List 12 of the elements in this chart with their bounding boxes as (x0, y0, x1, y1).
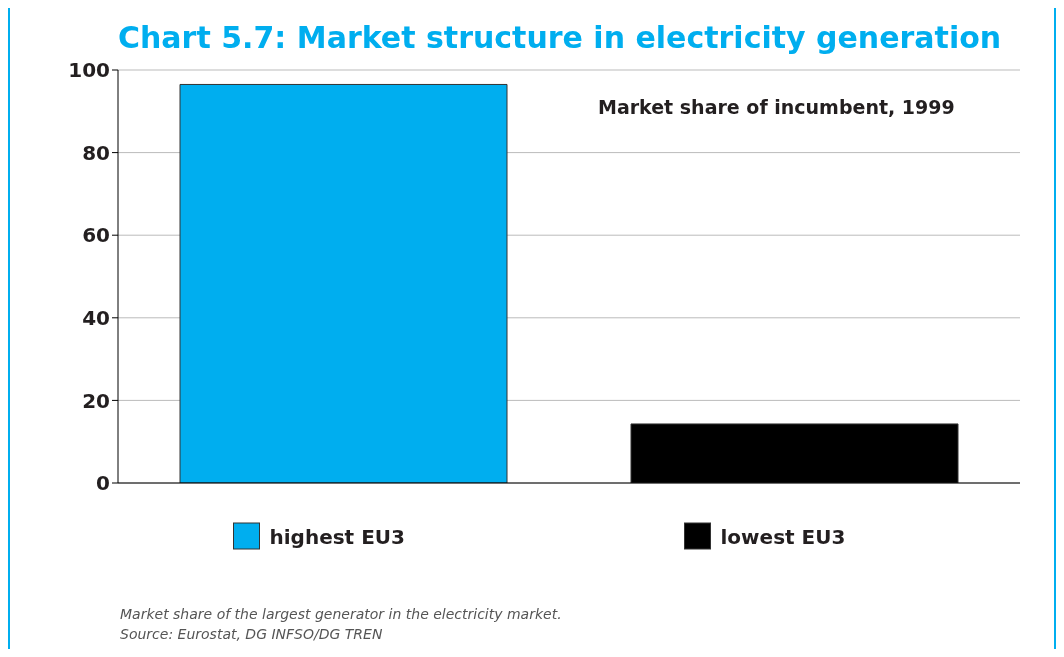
x-tick-label: highest EU3 (269, 525, 405, 549)
x-tick-label: lowest EU3 (720, 525, 846, 549)
y-tick-label: 0 (96, 471, 110, 496)
y-tick-label: 80 (82, 140, 110, 165)
source-note: Source: Eurostat, DG INFSO/DG TREN (120, 625, 384, 644)
text: Market share of the largest generator in the electricity market. (120, 605, 562, 624)
chart-title: Chart 5.7: Market structure in electricity generation (118, 20, 1002, 55)
y-tick-label: 100 (68, 58, 110, 83)
y-tick-label: 60 (82, 223, 110, 248)
text: Market share of incumbent, 1999 (598, 96, 955, 118)
y-tick-label: 40 (82, 305, 110, 330)
y-tick-label: 20 (82, 388, 110, 413)
